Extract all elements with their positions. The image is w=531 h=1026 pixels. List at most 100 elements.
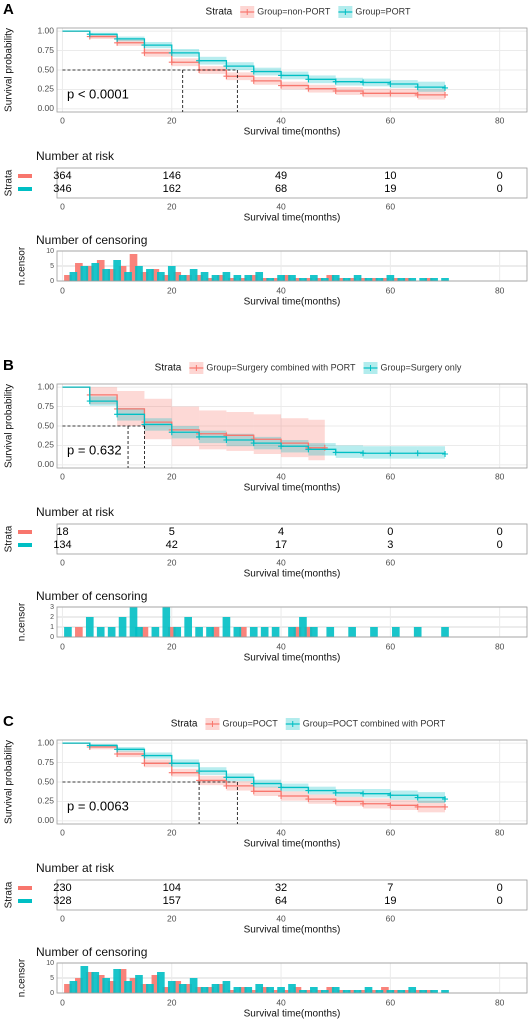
confidence-band [144,398,172,440]
y-axis-title: Strata [4,169,15,196]
x-tick-label: 0 [60,641,65,651]
censor-bar [80,966,89,993]
censor-bar [129,978,138,993]
chart-subtitle: Number of censoring [36,233,147,247]
censor-mark [278,82,285,89]
censor-bar [129,607,138,637]
risk-count: 0 [497,539,503,551]
censor-bar [217,275,225,281]
risk-count: 328 [53,895,71,907]
censor-mark [168,760,175,767]
censor-bar [118,617,127,637]
p-value: p < 0.0001 [67,87,129,102]
censor-bar [326,627,335,637]
censor-mark [141,42,148,49]
risk-count: 0 [497,183,503,195]
censor-bar [282,990,291,993]
censor-bar [238,627,247,637]
censor-mark [305,787,312,794]
censor-bar [249,627,258,637]
censor-mark [442,451,449,457]
censor-bar [271,627,280,637]
censor-bar [320,278,329,281]
censor-mark [387,450,394,457]
censor-bar [222,272,231,281]
table-frame [56,167,528,199]
censor-mark [114,35,121,42]
censor-bar [195,987,203,993]
censor-mark [414,803,421,810]
censor-bar [293,987,302,993]
panel-label: C [3,713,14,730]
censor-bar [96,627,105,637]
y-tick-label: 0.25 [37,440,54,450]
legend-key-mark [367,365,374,371]
x-tick-label: 80 [495,827,505,837]
confidence-band [281,418,309,458]
legend: Strata Group=POCT Group=POCT combined with… [171,718,446,730]
censor-mark [168,49,175,56]
risk-count: 0 [497,526,503,538]
x-tick-label: 80 [495,115,505,125]
censor-mark [360,800,367,807]
x-tick-label: 80 [495,997,505,1007]
x-tick-label: 60 [386,557,396,567]
legend-title: Strata [155,363,182,374]
x-tick-label: 40 [276,115,286,125]
censor-bar [424,990,433,993]
censor-bar [211,275,220,281]
x-tick-label: 80 [495,471,505,481]
censor-bar [206,278,214,281]
censor-mark [86,398,93,405]
censor-bar [146,269,154,281]
censor-bar [200,272,209,281]
censor-bar [200,987,209,993]
confidence-band [363,446,391,459]
censor-bar [408,278,417,281]
x-tick-label: 40 [276,285,286,295]
risk-count: 346 [53,183,71,195]
risk-count: 0 [497,170,503,182]
censor-bar [271,278,280,281]
censor-bar [173,981,182,993]
censor-bar [228,278,236,281]
censor-mark [168,59,175,66]
censor-bar [195,627,203,637]
y-tick-label: 5 [50,263,54,270]
censor-bar [381,987,389,993]
censor-bar [75,263,83,281]
legend-title: Strata [206,7,233,18]
chart-subtitle: Number of censoring [36,945,147,959]
censor-bar [69,981,78,993]
censor-bar [173,272,182,281]
censor-mark [278,443,285,450]
censor-bar [370,990,378,993]
censor-mark [305,85,312,92]
censor-mark [223,437,230,443]
censor-bar [178,275,187,281]
censor-mark [387,802,394,809]
risk-count: 68 [275,183,287,195]
censor-bar [441,278,449,281]
censor-bar [359,278,367,281]
censor-mark [250,780,257,787]
plot-frame [56,383,528,469]
censor-mark [332,78,339,85]
censor-bar [151,975,160,993]
y-tick-label: 2 [50,614,54,621]
censor-bar [217,984,225,993]
censor-mark [250,440,257,447]
table-title: Number at risk [36,861,115,875]
strata-key [18,899,32,903]
censor-bar [64,627,72,637]
x-axis-title: Survival time(months) [244,1009,341,1020]
risk-count: 4 [278,526,284,538]
survival-step [62,742,91,746]
censor-mark [414,794,421,801]
censor-bar [162,607,171,637]
censor-bar [386,990,395,993]
legend-label: Group=POCT combined with PORT [303,718,446,728]
legend-title: Strata [171,719,198,730]
censor-bar [184,275,192,281]
censor-bar [260,278,269,281]
